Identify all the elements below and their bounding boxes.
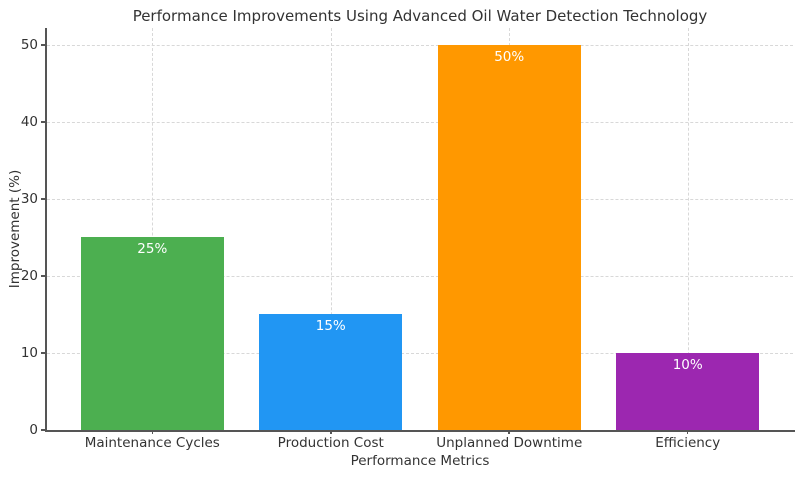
gridline-vertical-1 (152, 28, 154, 430)
y-axis-spine (45, 28, 47, 432)
x-tick-mark-3 (508, 430, 510, 434)
y-tick-mark-40 (41, 121, 46, 123)
x-tick-mark-1 (151, 430, 154, 434)
x-tick-label-efficiency: Efficiency (655, 435, 721, 451)
x-tick-label-maintenance-cycles: Maintenance Cycles (84, 435, 220, 451)
gridline-vertical-2 (330, 28, 332, 430)
gridline-horizontal-30 (47, 198, 793, 200)
bar-unplanned-downtime: 50% (437, 44, 581, 430)
bar-value-label: 15% (315, 318, 346, 335)
y-tick-label-10: 10 (20, 344, 38, 361)
y-tick-mark-20 (41, 275, 46, 277)
bar-value-label: 10% (672, 357, 703, 373)
y-tick-label-30: 30 (20, 190, 38, 207)
x-tick-mark-4 (686, 430, 689, 434)
x-tick-label-production-cost: Production Cost (277, 435, 384, 451)
chart-title: Performance Improvements Using Advanced … (132, 7, 708, 25)
gridline-horizontal-40 (47, 121, 793, 123)
bar-value-label: 50% (494, 48, 525, 65)
x-tick-mark-2 (330, 430, 332, 434)
gridline-horizontal-20 (47, 275, 793, 277)
bar-production-cost: 15% (259, 314, 403, 430)
gridline-vertical-4 (687, 28, 689, 430)
y-tick-label-0: 0 (29, 422, 38, 438)
x-tick-label-unplanned-downtime: Unplanned Downtime (436, 435, 583, 451)
y-tick-label-50: 50 (20, 36, 38, 53)
y-tick-mark-30 (41, 198, 46, 200)
y-tick-mark-10 (41, 352, 46, 354)
x-axis-label: Performance Metrics (350, 453, 490, 469)
bar-maintenance-cycles: 25% (80, 237, 224, 430)
y-tick-mark-50 (41, 44, 46, 46)
gridline-horizontal-50 (47, 44, 793, 46)
x-axis-spine (45, 430, 795, 432)
y-tick-label-40: 40 (20, 113, 38, 130)
gridline-horizontal-10 (47, 352, 793, 354)
bar-value-label: 25% (137, 241, 168, 258)
y-tick-label-20: 20 (20, 267, 38, 284)
y-tick-mark-0 (41, 429, 46, 431)
plot-area: 25% 15% 50% 10% (47, 28, 793, 430)
bar-efficiency: 10% (616, 353, 760, 430)
